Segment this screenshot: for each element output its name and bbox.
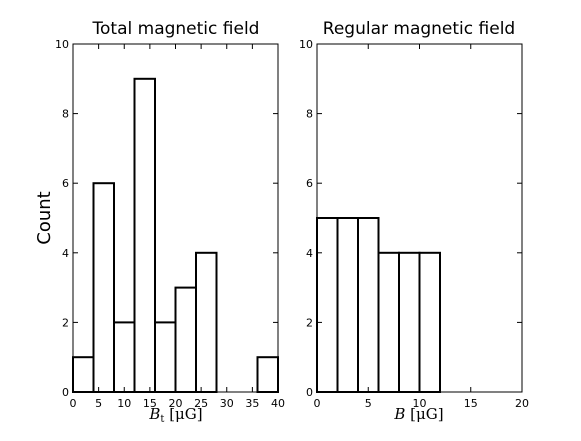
panel-regular-field: Regular magnetic field 0 5 10 15 20 0 2 4 6 8 10 B… xyxy=(299,19,529,423)
x-tick-label: 0 xyxy=(314,397,321,410)
x-tick-label: 5 xyxy=(365,397,372,410)
histogram-bar xyxy=(398,251,421,393)
x-tick-label: 20 xyxy=(169,397,183,410)
y-tick-label: 0 xyxy=(62,386,69,399)
x-axis-label-regular-var: B xyxy=(393,405,405,423)
x-tick-label: 10 xyxy=(413,397,427,410)
y-tick-label: 2 xyxy=(306,316,313,329)
x-tick-label: 25 xyxy=(194,397,208,410)
x-tick-label: 10 xyxy=(117,397,131,410)
x-axis-label-total-var: B xyxy=(148,405,160,423)
x-tick-label: 5 xyxy=(95,397,102,410)
x-tick-label: 0 xyxy=(70,397,77,410)
ticks-total: 0 5 10 15 20 25 30 35 40 0 2 4 6 8 10 xyxy=(55,38,285,410)
histogram-bar xyxy=(357,217,380,393)
histogram-bar xyxy=(418,251,441,393)
x-axis-label-regular-unit: [μG] xyxy=(405,405,443,423)
x-tick-label: 20 xyxy=(515,397,529,410)
histogram-bar xyxy=(133,77,156,394)
histogram-bar xyxy=(72,356,95,394)
y-tick-label: 4 xyxy=(306,247,313,260)
histogram-bar xyxy=(113,321,136,393)
x-tick-label: 40 xyxy=(271,397,285,410)
bars-regular xyxy=(316,217,441,393)
y-tick-label: 10 xyxy=(299,38,313,51)
ticks-regular: 0 5 10 15 20 0 2 4 6 8 10 xyxy=(299,38,529,410)
x-axis-label-total-sub: t xyxy=(160,414,164,425)
histogram-bar xyxy=(316,217,339,393)
y-tick-label: 8 xyxy=(306,108,313,121)
histogram-bar xyxy=(154,321,177,393)
y-tick-label: 8 xyxy=(62,108,69,121)
x-tick-label: 35 xyxy=(245,397,259,410)
y-tick-label: 10 xyxy=(55,38,69,51)
chart-title-regular: Regular magnetic field xyxy=(323,19,515,39)
x-tick-label: 15 xyxy=(464,397,478,410)
y-tick-label: 6 xyxy=(62,177,69,190)
x-tick-label: 30 xyxy=(220,397,234,410)
y-tick-label: 4 xyxy=(62,247,69,260)
histogram-bar xyxy=(377,251,400,393)
histogram-bar xyxy=(256,356,279,394)
y-tick-label: 6 xyxy=(306,177,313,190)
histogram-bar xyxy=(195,251,218,393)
x-tick-label: 15 xyxy=(143,397,157,410)
x-axis-label-total-unit: [μG] xyxy=(164,405,202,423)
y-axis-label: Count xyxy=(34,191,55,244)
y-tick-label: 2 xyxy=(62,316,69,329)
histogram-bar xyxy=(336,217,359,393)
panel-total-field: Total magnetic field 0 5 10 15 20 25 30 35 40 0 2 4… xyxy=(55,19,285,425)
y-tick-label: 0 xyxy=(306,386,313,399)
histogram-bar xyxy=(92,182,115,393)
histogram-bar xyxy=(174,286,197,394)
chart-title-total: Total magnetic field xyxy=(92,19,260,39)
x-axis-label-total: Bt [μG] xyxy=(148,405,202,425)
x-axis-label-regular: B [μG] xyxy=(393,405,443,423)
bars-total xyxy=(72,77,279,394)
